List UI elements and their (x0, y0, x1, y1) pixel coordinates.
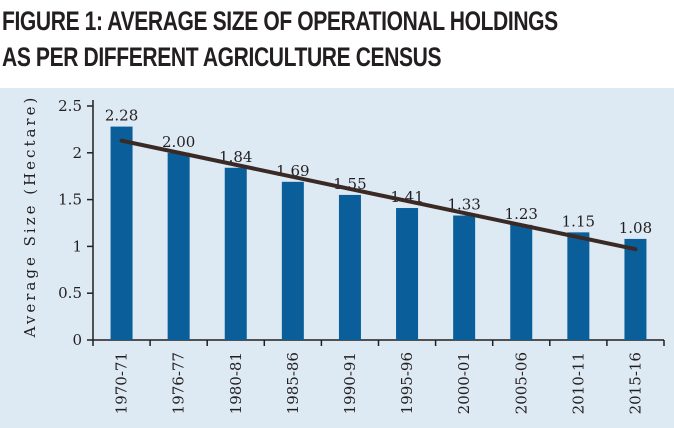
bar-1976-77 (167, 152, 190, 340)
y-tick-label: 1.5 (58, 191, 82, 209)
y-tick-label: 0.5 (58, 284, 82, 302)
data-label-1976-77: 2.00 (162, 133, 195, 151)
data-label-2000-01: 1.33 (447, 196, 480, 214)
y-tick-label: 2 (72, 144, 82, 162)
x-tick-label-2015-16: 2015-16 (626, 352, 644, 414)
x-tick-label-2000-01: 2000-01 (455, 352, 473, 414)
x-tick-label-1995-96: 1995-96 (398, 352, 416, 414)
bars (110, 126, 647, 340)
figure-title-line-2: AS PER DIFFERENT AGRICULTURE CENSUS (2, 42, 442, 72)
trendline (119, 138, 638, 252)
bar-1990-91 (338, 194, 361, 340)
figure-title-block: FIGURE 1: AVERAGE SIZE OF OPERATIONAL HO… (0, 0, 674, 88)
trendline-group (119, 138, 638, 252)
bar-1970-71 (110, 126, 133, 340)
data-labels: 2.282.001.841.691.551.41 1.331.23 1.15 1.08 (105, 107, 652, 237)
x-tick-label-2005-06: 2005-06 (512, 352, 530, 414)
y-tick-label: 0 (72, 331, 82, 349)
data-label-2005-06: 1.23 (505, 205, 538, 223)
x-tick-label-2010-11: 2010-11 (569, 352, 587, 414)
data-label-2015-16: 1.08 (619, 219, 652, 237)
x-tick-label-1985-86: 1985-86 (284, 352, 302, 414)
bar-2010-11 (567, 232, 590, 340)
y-tick-label: 1 (72, 237, 82, 255)
y-tick-labels: 0 0.5 1 1.5 2 2.5 (58, 97, 93, 349)
y-axis-title: Average Size (Hectare) (21, 95, 39, 339)
bar-1995-96 (396, 208, 419, 340)
bar-chart: 2.282.001.841.691.551.41 1.331.23 1.15 1.08… (21, 95, 665, 414)
figure-title-line-1: FIGURE 1: AVERAGE SIZE OF OPERATIONAL HO… (2, 6, 558, 36)
x-tick-label-1990-91: 1990-91 (341, 352, 359, 414)
bar-2005-06 (510, 224, 533, 340)
x-tick-label-1980-81: 1980-81 (227, 352, 245, 414)
x-tick-label-1970-71: 1970-71 (113, 352, 131, 414)
y-tick-label: 2.5 (58, 97, 82, 115)
data-label-2010-11: 1.15 (562, 212, 595, 230)
bar-1980-81 (224, 167, 247, 340)
bar-1985-86 (281, 181, 304, 340)
data-label-1970-71: 2.28 (105, 107, 138, 125)
plot-panel: 2.28 2.00 1.84 1.69 1.55 1.41 1.33 1.23 1.15 1.08… (0, 88, 674, 428)
bar-2015-16 (624, 238, 647, 340)
bar-2000-01 (453, 215, 476, 340)
x-tick-labels: 1970-71 1976-77 1980-81 1985-86 1990-91 1995-… (113, 352, 645, 414)
x-tick-label-1976-77: 1976-77 (170, 352, 188, 414)
